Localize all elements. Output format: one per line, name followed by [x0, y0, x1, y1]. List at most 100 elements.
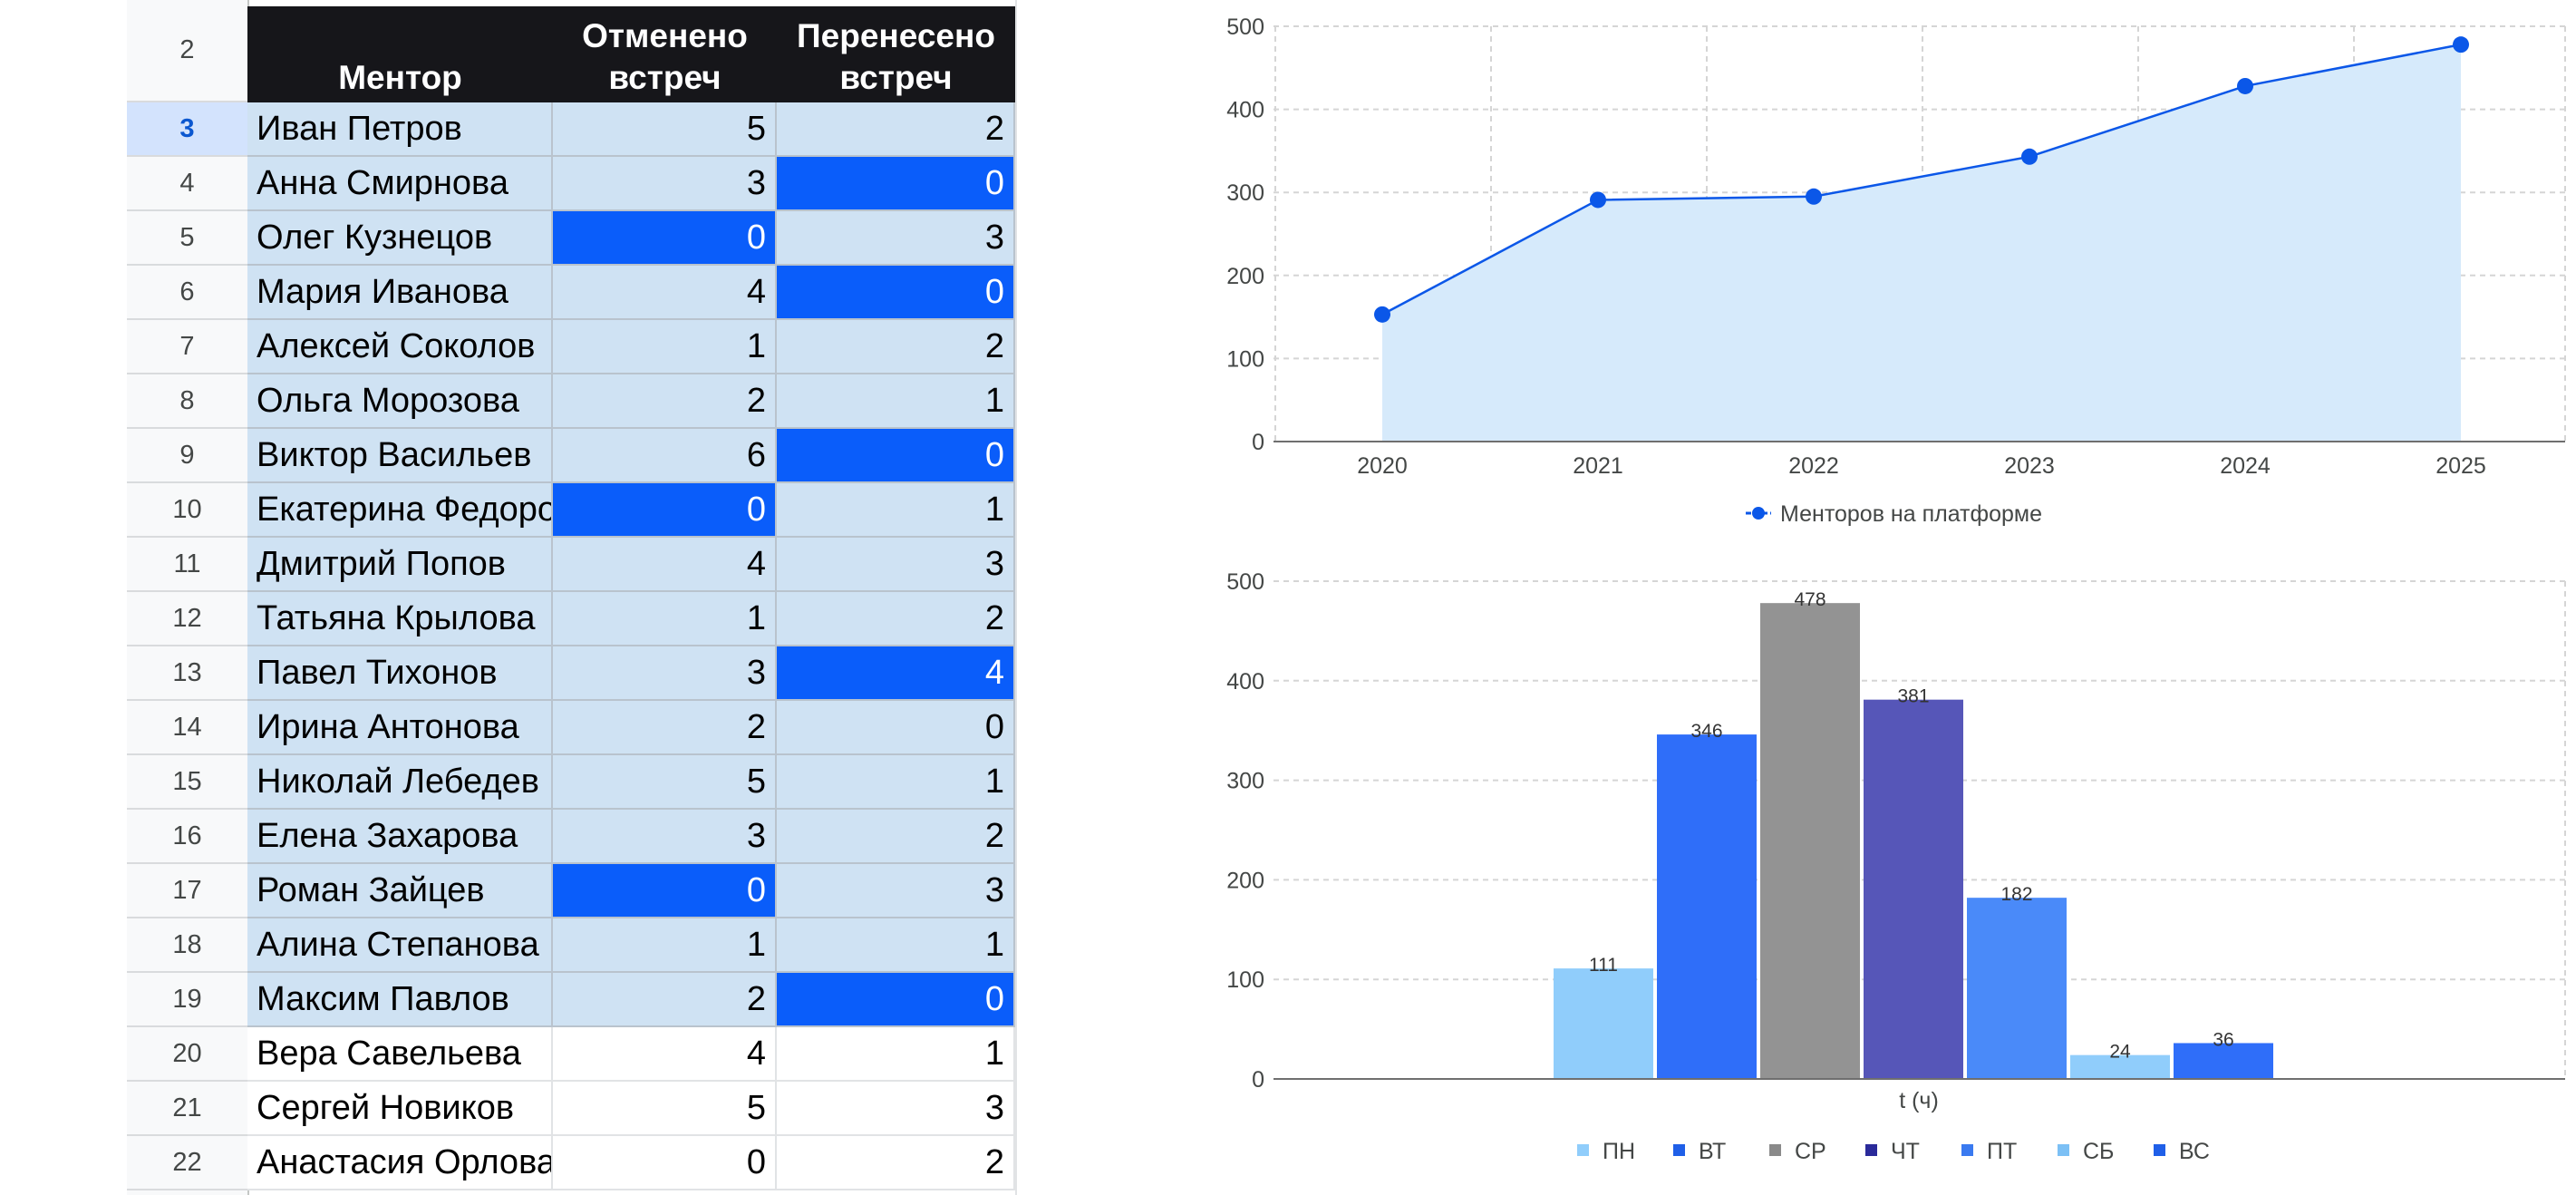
moved-cell[interactable]: 1: [777, 755, 1015, 810]
row-number[interactable]: 15: [127, 755, 247, 810]
row-number[interactable]: 20: [127, 1027, 247, 1082]
mentor-name-cell[interactable]: Дмитрий Попов: [247, 538, 553, 592]
mentor-name-cell[interactable]: Ольга Морозова: [247, 374, 553, 429]
row-number[interactable]: 3: [127, 102, 247, 157]
x-tick-label: 2024: [2220, 453, 2271, 479]
cancelled-cell[interactable]: 6: [553, 429, 777, 483]
moved-cell[interactable]: 2: [777, 1136, 1015, 1190]
cancelled-cell[interactable]: 2: [553, 973, 777, 1027]
row-number[interactable]: 14: [127, 701, 247, 755]
moved-cell[interactable]: 0: [777, 266, 1015, 320]
data-label: 111: [1589, 955, 1618, 976]
header-cancelled[interactable]: Отменено встреч: [553, 6, 777, 102]
cancelled-cell[interactable]: 5: [553, 755, 777, 810]
mentor-name-cell[interactable]: Николай Лебедев: [247, 755, 553, 810]
data-label: 24: [2109, 1042, 2131, 1063]
mentor-name-cell[interactable]: Анастасия Орлова: [247, 1136, 553, 1190]
mentor-name-cell[interactable]: Алина Степанова: [247, 918, 553, 973]
mentor-name-cell[interactable]: Екатерина Федоро: [247, 483, 553, 538]
cancelled-cell[interactable]: 2: [553, 374, 777, 429]
header-moved[interactable]: Перенесено встреч: [777, 6, 1015, 102]
bar: [1967, 898, 2067, 1079]
row-number[interactable]: 9: [127, 429, 247, 483]
cancelled-cell[interactable]: 3: [553, 810, 777, 864]
cancelled-cell[interactable]: 4: [553, 266, 777, 320]
moved-cell[interactable]: 0: [777, 701, 1015, 755]
moved-cell[interactable]: 2: [777, 810, 1015, 864]
moved-cell[interactable]: 0: [777, 157, 1015, 211]
moved-cell[interactable]: 4: [777, 646, 1015, 701]
row-number[interactable]: 17: [127, 864, 247, 918]
area-fill: [1382, 44, 2461, 442]
row-number[interactable]: 19: [127, 973, 247, 1027]
row-number[interactable]: 21: [127, 1082, 247, 1136]
row-number[interactable]: 16: [127, 810, 247, 864]
row-number[interactable]: 4: [127, 157, 247, 211]
moved-cell[interactable]: 2: [777, 320, 1015, 374]
data-label: 182: [2000, 884, 2032, 905]
mentor-name-cell[interactable]: Вера Савельева: [247, 1027, 553, 1082]
bar-chart[interactable]: 0 100 200 300 400 500 111 346 478 381 182 24 36 t (ч)…: [1226, 569, 2566, 1164]
mentor-name-cell[interactable]: Анна Смирнова: [247, 157, 553, 211]
row-number[interactable]: 18: [127, 918, 247, 973]
cancelled-cell[interactable]: 5: [553, 102, 777, 157]
header-mentor[interactable]: Ментор: [247, 6, 553, 102]
cancelled-cell[interactable]: 2: [553, 701, 777, 755]
row-number[interactable]: 11: [127, 538, 247, 592]
mentor-name-cell[interactable]: Татьяна Крылова: [247, 592, 553, 646]
mentor-name-cell[interactable]: Мария Иванова: [247, 266, 553, 320]
row-number[interactable]: 12: [127, 592, 247, 646]
moved-cell[interactable]: 0: [777, 429, 1015, 483]
row-number[interactable]: 5: [127, 211, 247, 266]
mentor-name-cell[interactable]: Елена Захарова: [247, 810, 553, 864]
mentor-name-cell[interactable]: Ирина Антонова: [247, 701, 553, 755]
cancelled-cell[interactable]: 4: [553, 538, 777, 592]
row-number[interactable]: 8: [127, 374, 247, 429]
moved-cell[interactable]: 2: [777, 592, 1015, 646]
moved-cell[interactable]: 1: [777, 483, 1015, 538]
moved-cell[interactable]: 0: [777, 973, 1015, 1027]
row-number[interactable]: 6: [127, 266, 247, 320]
y-tick-label: 0: [1252, 1067, 1264, 1093]
y-tick-label: 300: [1226, 180, 1264, 206]
cancelled-cell[interactable]: 3: [553, 646, 777, 701]
cancelled-cell[interactable]: 1: [553, 918, 777, 973]
row-number[interactable]: 2: [127, 0, 247, 102]
mentor-name-cell[interactable]: Алексей Соколов: [247, 320, 553, 374]
row-number[interactable]: 10: [127, 483, 247, 538]
moved-cell[interactable]: 1: [777, 374, 1015, 429]
line-chart[interactable]: 0 100 200 300 400 500 2020 2021 2022 2023 2024 2025…: [1226, 15, 2566, 527]
moved-cell[interactable]: 3: [777, 538, 1015, 592]
moved-cell[interactable]: 3: [777, 211, 1015, 266]
data-point: [1806, 188, 1822, 205]
data-point: [1374, 306, 1390, 323]
cancelled-cell[interactable]: 0: [553, 211, 777, 266]
cancelled-cell[interactable]: 0: [553, 483, 777, 538]
cancelled-cell[interactable]: 5: [553, 1082, 777, 1136]
moved-cell[interactable]: 3: [777, 1082, 1015, 1136]
cancelled-cell[interactable]: 3: [553, 157, 777, 211]
moved-cell[interactable]: 1: [777, 918, 1015, 973]
mentor-name-cell[interactable]: Павел Тихонов: [247, 646, 553, 701]
row-number[interactable]: 22: [127, 1136, 247, 1190]
mentor-name-cell[interactable]: Сергей Новиков: [247, 1082, 553, 1136]
cancelled-cell[interactable]: 1: [553, 592, 777, 646]
moved-cell[interactable]: 3: [777, 864, 1015, 918]
cancelled-cell[interactable]: 4: [553, 1027, 777, 1082]
mentor-name-cell[interactable]: Олег Кузнецов: [247, 211, 553, 266]
legend-label: ВС: [2179, 1139, 2210, 1164]
mentor-name-cell[interactable]: Иван Петров: [247, 102, 553, 157]
mentor-name-cell[interactable]: Максим Павлов: [247, 973, 553, 1027]
row-number[interactable]: 13: [127, 646, 247, 701]
legend-swatch-icon: [1673, 1144, 1685, 1156]
row-number[interactable]: 7: [127, 320, 247, 374]
moved-cell[interactable]: 2: [777, 102, 1015, 157]
mentor-name-cell[interactable]: Роман Зайцев: [247, 864, 553, 918]
moved-cell[interactable]: 1: [777, 1027, 1015, 1082]
y-tick-label: 200: [1226, 264, 1264, 289]
cancelled-cell[interactable]: 0: [553, 864, 777, 918]
mentor-name-cell[interactable]: Виктор Васильев: [247, 429, 553, 483]
legend-label: СБ: [2083, 1139, 2114, 1164]
cancelled-cell[interactable]: 0: [553, 1136, 777, 1190]
cancelled-cell[interactable]: 1: [553, 320, 777, 374]
